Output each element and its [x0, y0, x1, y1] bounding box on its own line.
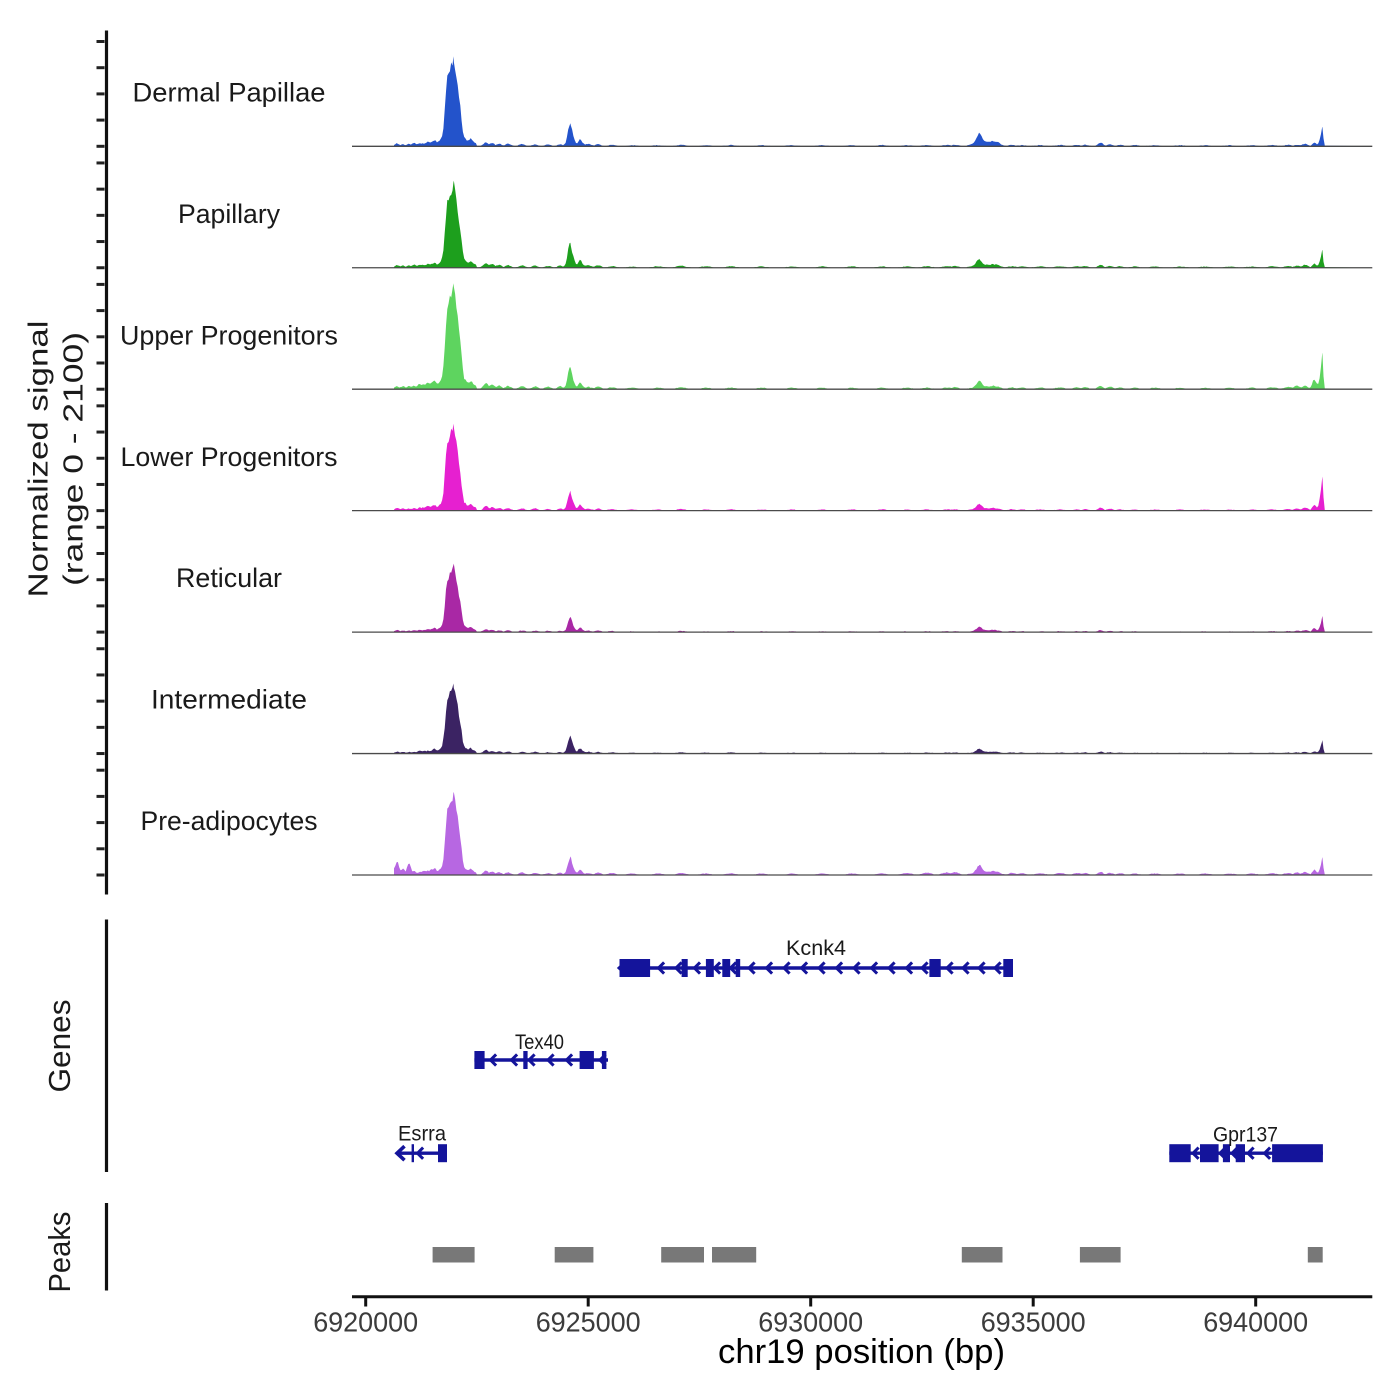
svg-text:Genes: Genes — [42, 1000, 77, 1093]
svg-text:Pre-adipocytes: Pre-adipocytes — [141, 806, 318, 836]
svg-text:Reticular: Reticular — [176, 563, 282, 593]
svg-text:6930000: 6930000 — [758, 1307, 863, 1338]
svg-text:Peaks: Peaks — [42, 1212, 77, 1293]
svg-text:Tex40: Tex40 — [515, 1031, 564, 1054]
svg-text:chr19 position (bp): chr19 position (bp) — [718, 1333, 1005, 1371]
svg-text:6925000: 6925000 — [536, 1307, 641, 1338]
svg-text:(range 0 - 2100): (range 0 - 2100) — [58, 332, 89, 586]
svg-text:Lower Progenitors: Lower Progenitors — [121, 442, 338, 472]
svg-text:6940000: 6940000 — [1203, 1307, 1308, 1338]
svg-text:Dermal Papillae: Dermal Papillae — [133, 77, 326, 107]
svg-text:6920000: 6920000 — [313, 1307, 418, 1338]
svg-text:Gpr137: Gpr137 — [1213, 1124, 1278, 1147]
svg-text:Kcnk4: Kcnk4 — [786, 937, 846, 960]
svg-text:Esrra: Esrra — [398, 1123, 446, 1146]
svg-text:6935000: 6935000 — [981, 1307, 1086, 1338]
svg-text:Upper Progenitors: Upper Progenitors — [120, 320, 338, 350]
svg-text:Papillary: Papillary — [178, 199, 280, 229]
svg-text:Intermediate: Intermediate — [151, 685, 307, 715]
svg-text:Normalized signal: Normalized signal — [23, 321, 54, 598]
